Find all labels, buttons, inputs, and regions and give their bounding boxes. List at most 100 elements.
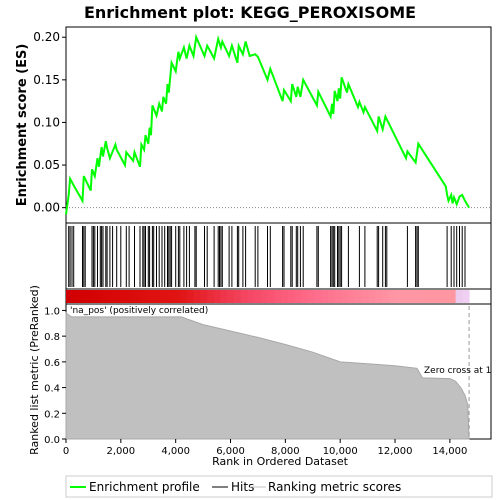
color-band-segment (113, 290, 121, 303)
x-tick-label: 4,000 (161, 446, 190, 457)
color-band-segment (126, 290, 134, 303)
es-y-axis: 0.00 0.05 0.10 0.15 0.20 (33, 30, 66, 215)
x-tick-label: 0 (63, 446, 69, 457)
metric-y-tick-label: 1.0 (44, 306, 60, 317)
metric-y-tick-label: 0.2 (44, 409, 60, 420)
es-y-axis-label: Enrichment score (ES) (15, 44, 30, 207)
color-band-segment (260, 290, 269, 303)
color-band-segment (66, 290, 74, 303)
color-band-segment (106, 290, 114, 303)
color-band-segment (146, 290, 154, 303)
color-band-segment (180, 290, 188, 303)
legend-label-ranking: Ranking metric scores (268, 480, 401, 494)
es-y-tick-label: 0.15 (33, 73, 60, 87)
color-band-segment (314, 290, 322, 303)
color-band-segment (133, 290, 141, 303)
x-tick-label: 10,000 (323, 446, 358, 457)
color-band-segment (428, 290, 437, 303)
color-band-segment (200, 290, 208, 303)
metric-y-tick-label: 0.4 (44, 384, 60, 395)
legend-label-hits: Hits (231, 480, 254, 494)
color-band-segment (368, 290, 376, 303)
color-band-segment (388, 290, 396, 303)
color-band-segment (173, 290, 181, 303)
chart-title: Enrichment plot: KEGG_PEROXISOME (84, 3, 416, 22)
color-band-segment (281, 290, 289, 303)
color-band-segment (435, 290, 443, 303)
x-tick-label: 2,000 (107, 446, 136, 457)
color-band-segment (274, 290, 282, 303)
color-band-segment (301, 290, 309, 303)
metric-y-tick-label: 0.0 (44, 435, 60, 446)
metric-y-axis-label: Ranked list metric (PreRanked) (28, 285, 41, 455)
ranking-metric-area (65, 312, 470, 440)
color-band-segment (422, 290, 430, 303)
color-band-segment (119, 290, 127, 303)
es-panel: 0.00 0.05 0.10 0.15 0.20 Enrichment score (E… (15, 26, 492, 224)
color-band-segment (455, 290, 463, 303)
es-y-tick-label: 0.00 (33, 201, 60, 215)
color-band-segment (287, 290, 295, 303)
color-band-segment (448, 290, 457, 303)
color-band-segment (341, 290, 349, 303)
color-band-segment (381, 290, 389, 303)
x-tick-label: 6,000 (216, 446, 245, 457)
color-band-segment (348, 290, 356, 303)
color-band-segment (375, 290, 383, 303)
color-band-segment (462, 290, 470, 303)
color-band-segment (328, 290, 336, 303)
color-band-segment (361, 290, 369, 303)
metric-y-tick-label: 0.6 (44, 358, 60, 369)
color-band-segment (207, 290, 215, 303)
x-axis: 0 2,000 4,000 6,000 8,000 10,000 12,000 14,000 (63, 439, 467, 457)
x-axis-label: Rank in Ordered Dataset (212, 455, 349, 468)
x-tick-label: 12,000 (378, 446, 413, 457)
color-band-segment (166, 290, 175, 303)
color-band-segment (233, 290, 242, 303)
color-band-segment (395, 290, 403, 303)
color-band-segment (401, 290, 410, 303)
color-band-segment (321, 290, 329, 303)
metric-y-tick-label: 0.8 (44, 332, 60, 343)
color-band-segment (153, 290, 161, 303)
color-band-segment (220, 290, 228, 303)
x-tick-label: 14,000 (432, 446, 467, 457)
rank-color-band (65, 288, 492, 305)
color-band-segment (92, 290, 101, 303)
es-y-tick-label: 0.20 (33, 30, 60, 44)
es-panel-frame (65, 26, 492, 224)
color-band-segment (334, 290, 342, 303)
color-band-segment (354, 290, 363, 303)
color-band-segment (442, 290, 450, 303)
enrichment-profile-line (65, 33, 470, 215)
hit-markers (68, 226, 466, 287)
color-band-segment (247, 290, 255, 303)
annotation-positive: 'na_pos' (positively correlated) (70, 306, 208, 316)
color-band-segment (160, 290, 168, 303)
metric-y-axis: 0.0 0.2 0.4 0.6 0.8 1.0 (44, 306, 66, 446)
color-band-segment (227, 290, 235, 303)
annotation-zero-cross: Zero cross at 1 (424, 366, 491, 376)
color-band-segment (408, 290, 416, 303)
color-band-segment (86, 290, 94, 303)
legend-box (65, 475, 493, 498)
metric-panel: 'na_pos' (positively correlated) Zero cr… (28, 285, 492, 455)
color-band-segment (267, 290, 275, 303)
es-y-tick-label: 0.10 (33, 115, 60, 129)
color-band-segment (193, 290, 201, 303)
color-band-segment (213, 290, 222, 303)
color-band-segment (240, 290, 248, 303)
legend-label-enrichment: Enrichment profile (89, 480, 200, 494)
legend: Enrichment profile Hits Ranking metric s… (65, 475, 493, 498)
hits-panel-frame (65, 222, 492, 290)
color-band-segment (139, 290, 148, 303)
color-band-segment (294, 290, 302, 303)
hits-panel (65, 222, 492, 290)
color-band-segment (99, 290, 107, 303)
color-band-segment (415, 290, 423, 303)
x-tick-label: 8,000 (271, 446, 300, 457)
color-band-segment (72, 290, 80, 303)
es-y-tick-label: 0.05 (33, 158, 60, 172)
color-band-segment (254, 290, 262, 303)
